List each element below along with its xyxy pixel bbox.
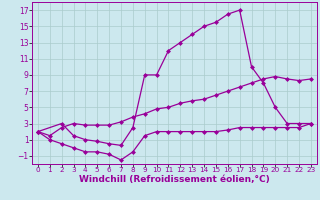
X-axis label: Windchill (Refroidissement éolien,°C): Windchill (Refroidissement éolien,°C) (79, 175, 270, 184)
